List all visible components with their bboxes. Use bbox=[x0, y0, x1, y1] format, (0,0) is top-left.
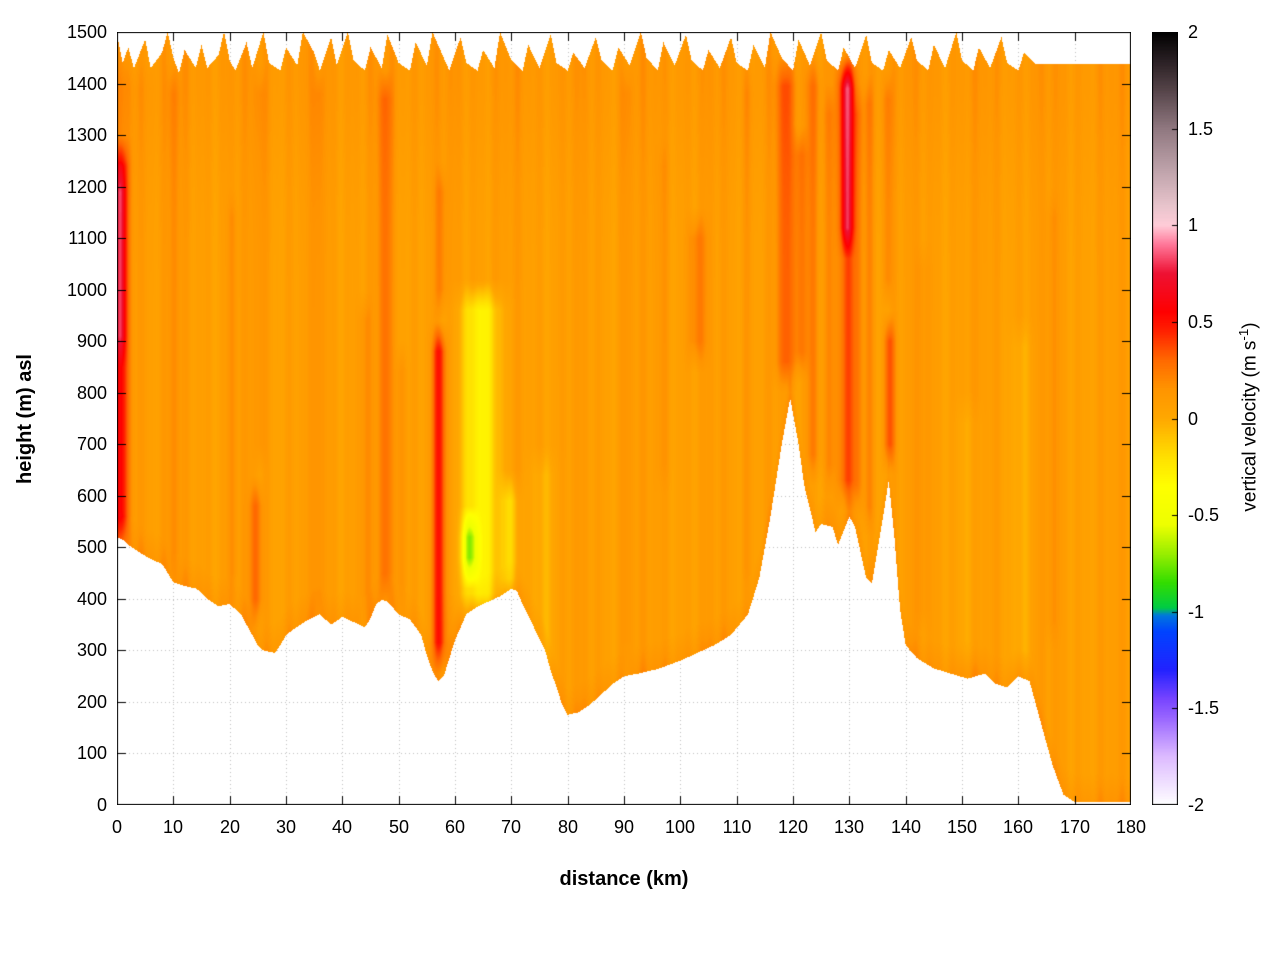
colorbar-tick-label: 0 bbox=[1188, 409, 1199, 429]
heatmap-plot-area bbox=[117, 32, 1131, 805]
x-tick-label: 70 bbox=[500, 817, 522, 837]
colorbar-tick-label: -2 bbox=[1188, 795, 1205, 815]
y-tick-label: 1500 bbox=[66, 22, 107, 42]
x-tick-label: 80 bbox=[557, 817, 579, 837]
y-tick-label: 800 bbox=[76, 383, 107, 403]
colorbar-title: vertical velocity (m s-1) bbox=[1236, 257, 1262, 577]
x-axis-title: distance (km) bbox=[559, 868, 689, 890]
y-tick-label: 100 bbox=[76, 743, 107, 763]
y-tick-label: 400 bbox=[76, 589, 107, 609]
x-tick-label: 110 bbox=[722, 817, 752, 837]
x-tick-label: 60 bbox=[444, 817, 466, 837]
y-tick-label: 1000 bbox=[66, 280, 107, 300]
x-tick-label: 140 bbox=[890, 817, 922, 837]
y-tick-label: 1100 bbox=[68, 228, 107, 248]
y-tick-label: 600 bbox=[76, 486, 107, 506]
colorbar-tick-label: -0.5 bbox=[1188, 505, 1220, 525]
x-tick-label: 10 bbox=[162, 817, 184, 837]
x-tick-label: 90 bbox=[613, 817, 635, 837]
x-tick-label: 180 bbox=[1115, 817, 1147, 837]
x-tick-label: 150 bbox=[946, 817, 978, 837]
x-tick-label: 120 bbox=[777, 817, 809, 837]
colorbar-tick-label: -1.5 bbox=[1188, 698, 1220, 718]
x-tick-label: 170 bbox=[1059, 817, 1091, 837]
colorbar-tick-label: 1 bbox=[1188, 215, 1199, 235]
colorbar-tick-label: -1 bbox=[1188, 602, 1205, 622]
y-tick-label: 1300 bbox=[66, 125, 107, 145]
colorbar-tick-label: 1.5 bbox=[1188, 119, 1214, 139]
colorbar-title-pre: vertical velocity (m s bbox=[1239, 340, 1261, 512]
x-tick-label: 160 bbox=[1002, 817, 1034, 837]
colorbar-tick-label: 2 bbox=[1188, 22, 1199, 42]
y-tick-label: 1200 bbox=[66, 177, 107, 197]
colorbar-tick-label: 0.5 bbox=[1188, 312, 1214, 332]
x-tick-label: 20 bbox=[219, 817, 241, 837]
y-tick-label: 300 bbox=[76, 640, 107, 660]
x-tick-label: 130 bbox=[833, 817, 865, 837]
colorbar bbox=[1152, 32, 1178, 805]
y-tick-label: 900 bbox=[76, 331, 107, 351]
y-tick-label: 700 bbox=[76, 434, 107, 454]
y-axis-title: height (m) asl bbox=[14, 354, 36, 485]
y-tick-label: 1400 bbox=[66, 74, 107, 94]
x-tick-label: 50 bbox=[388, 817, 410, 837]
x-tick-label: 30 bbox=[275, 817, 297, 837]
x-tick-label: 40 bbox=[331, 817, 353, 837]
y-tick-label: 0 bbox=[96, 795, 107, 815]
x-tick-label: 100 bbox=[664, 817, 696, 837]
x-tick-label: 0 bbox=[111, 817, 122, 837]
y-tick-label: 200 bbox=[76, 692, 107, 712]
colorbar-title-sup: -1 bbox=[1236, 328, 1251, 341]
y-tick-label: 500 bbox=[76, 537, 107, 557]
colorbar-title-post: ) bbox=[1239, 322, 1261, 329]
